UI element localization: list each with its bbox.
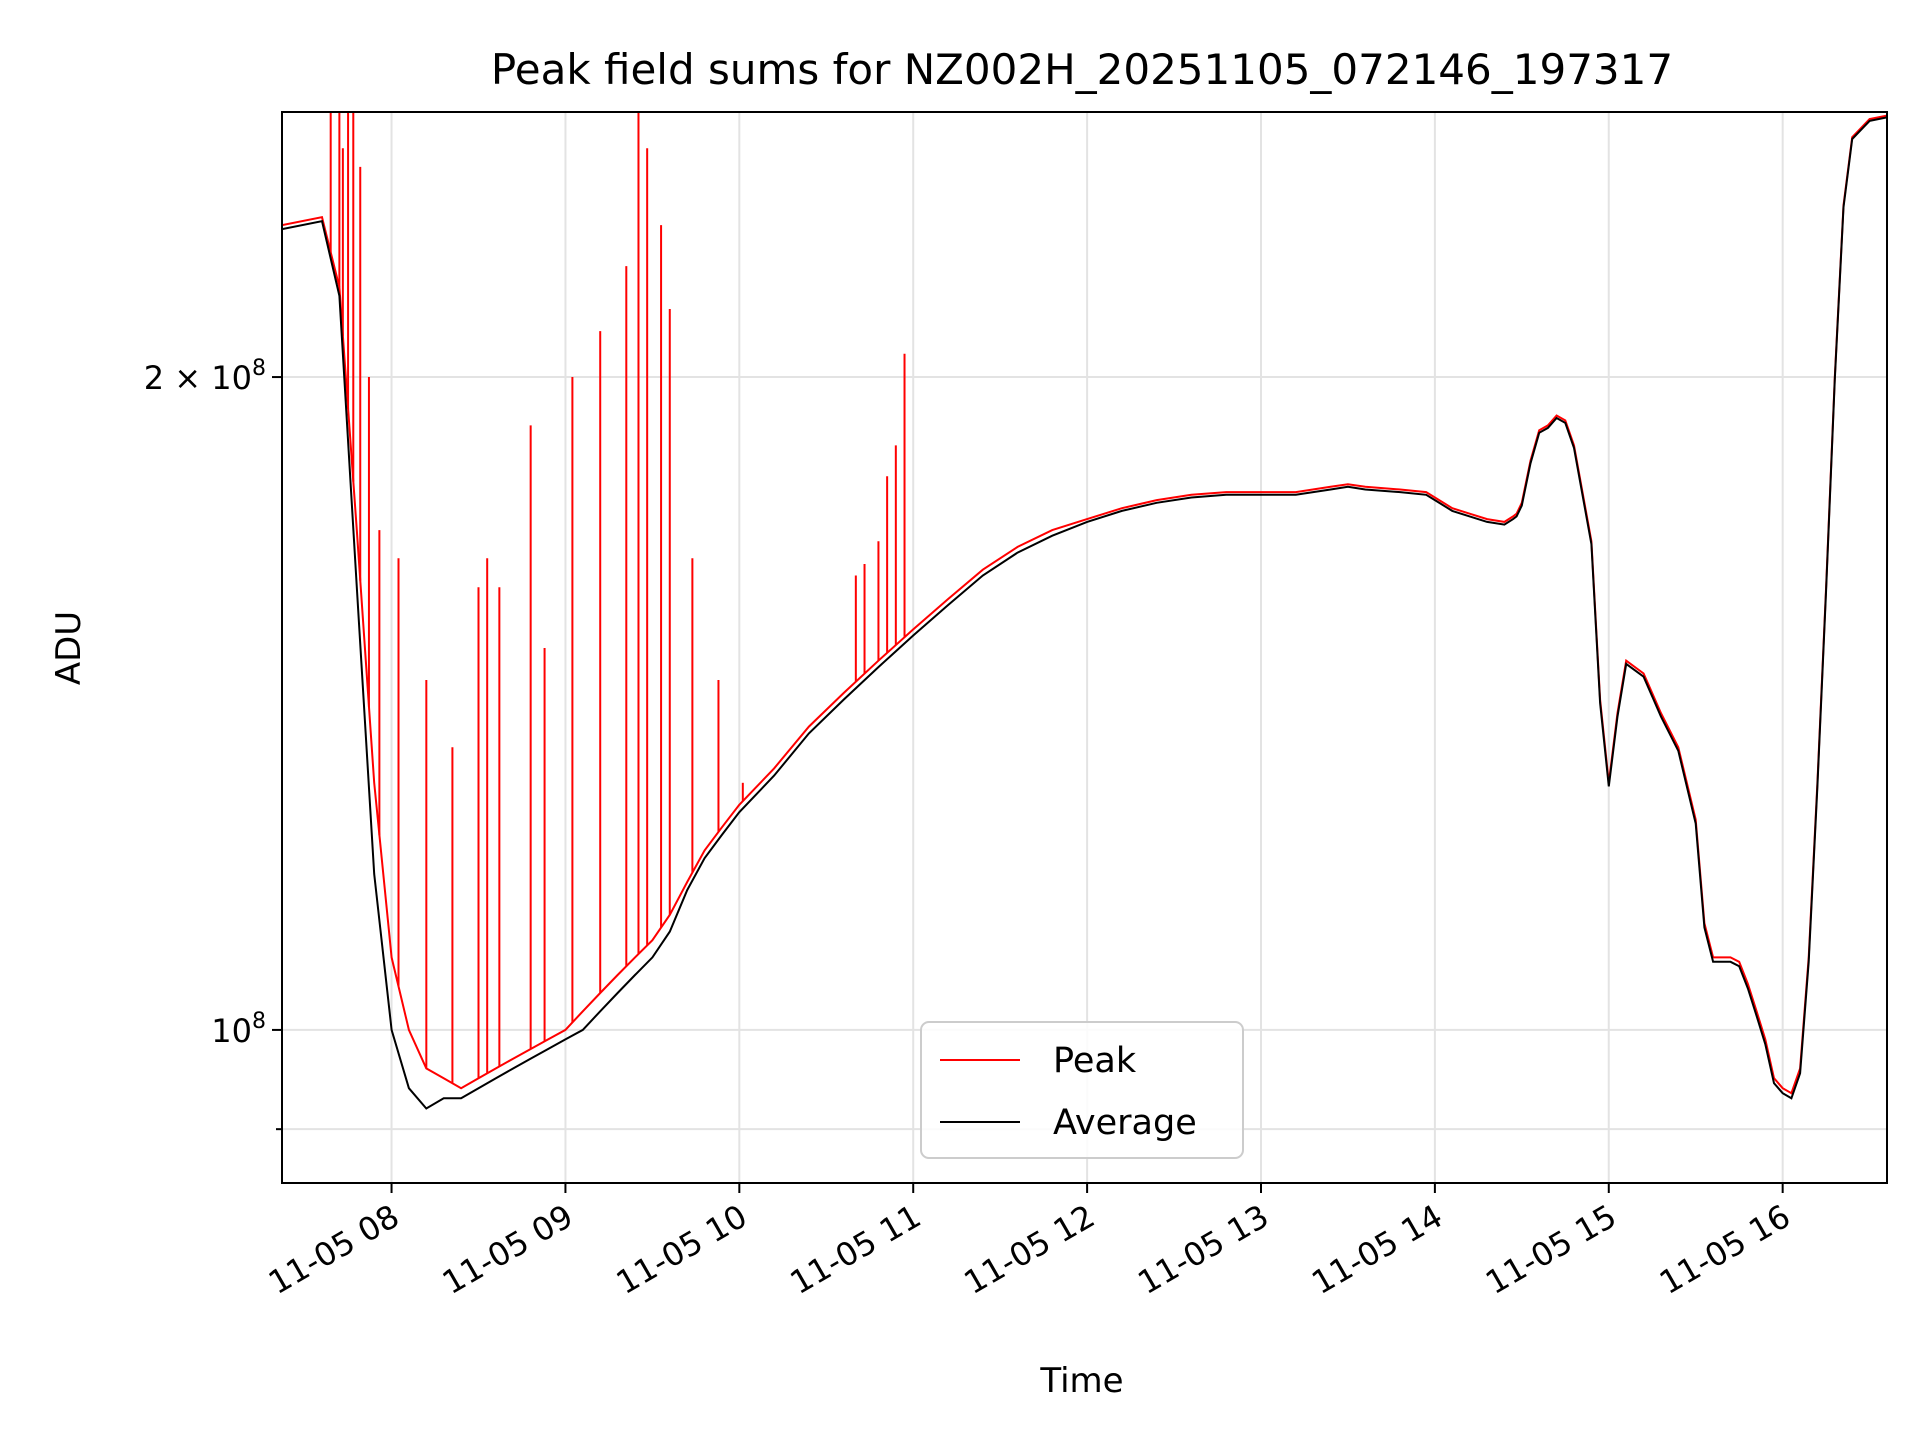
y-tick-multiplier: 2 × — [144, 359, 212, 397]
series-peak-line — [282, 114, 1887, 1095]
legend-average-label: Average — [1053, 1103, 1197, 1143]
y-tick-exponent: 8 — [252, 356, 266, 381]
y-tick-base: 10 — [211, 1012, 252, 1050]
y-tick-exponent: 8 — [252, 1009, 266, 1034]
plot-frame — [281, 111, 1888, 1184]
y-axis-label: ADU — [49, 611, 89, 685]
y-tick-label: 2 × 108 — [144, 356, 266, 397]
series-average-line — [282, 116, 1887, 1110]
y-tick-label: 108 — [211, 1009, 266, 1050]
chart-title: Peak field sums for NZ002H_20251105_0721… — [491, 45, 1673, 94]
legend-peak-label: Peak — [1053, 1041, 1137, 1081]
x-axis-label: Time — [1039, 1361, 1123, 1401]
series-layer — [282, 112, 1887, 1110]
legend: Peak Average — [920, 1021, 1244, 1159]
grid — [282, 112, 1887, 1183]
y-tick-base: 10 — [211, 359, 252, 397]
legend-box — [920, 1021, 1244, 1159]
